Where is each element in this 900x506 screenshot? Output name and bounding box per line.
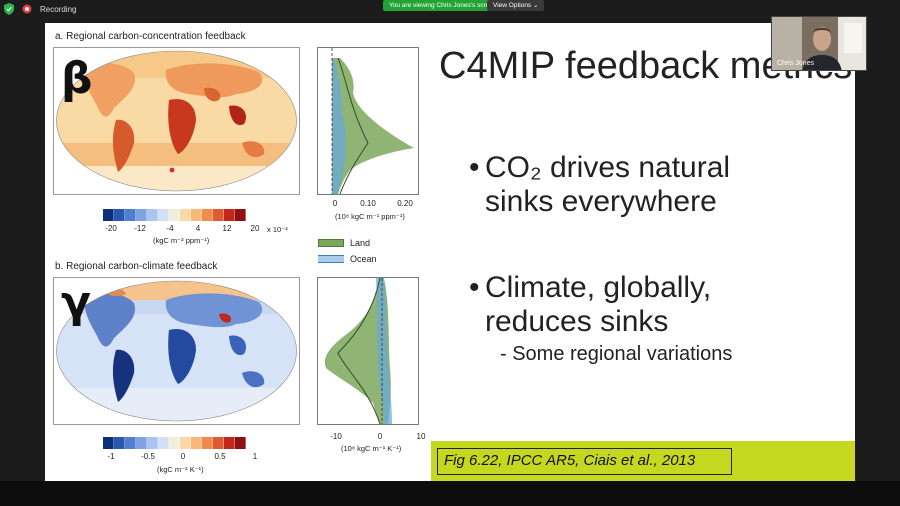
bullet-2: • Climate, globally, reduces sinks bbox=[469, 271, 712, 338]
meeting-bottom-bar bbox=[0, 481, 900, 506]
shared-slide: a. Regional carbon-concentration feedbac… bbox=[45, 23, 855, 481]
legend-land-label: Land bbox=[350, 238, 371, 248]
colorbar-b-tick: -0.5 bbox=[141, 452, 155, 461]
panel-b-title: b. Regional carbon-climate feedback bbox=[55, 261, 218, 272]
colorbar-a-multiplier: x 10⁻³ bbox=[267, 225, 288, 234]
profile-a-units: (10⁸ kgC m⁻¹ ppm⁻¹) bbox=[335, 212, 405, 221]
figure-citation: Fig 6.22, IPCC AR5, Ciais et al., 2013 bbox=[437, 448, 732, 475]
bullet-2-line-2: reduces sinks bbox=[485, 305, 669, 338]
colorbar-b-tick: 1 bbox=[252, 452, 258, 461]
recording-icon bbox=[22, 4, 32, 14]
land-swatch bbox=[318, 239, 344, 247]
profile-a-tick-0: 0 bbox=[332, 199, 338, 208]
gamma-map-image bbox=[56, 280, 297, 422]
panel-a-title: a. Regional carbon-concentration feedbac… bbox=[55, 31, 246, 42]
viewing-banner: You are viewing Chris Jones's screen bbox=[383, 0, 503, 11]
participant-name: Chris Jones bbox=[777, 60, 814, 67]
ocean-swatch bbox=[318, 255, 344, 263]
cursor-marker bbox=[169, 167, 175, 173]
bullet-1-line-1: CO₂ drives natural bbox=[485, 151, 731, 184]
beta-map bbox=[53, 47, 300, 195]
profile-b-tick-0: -10 bbox=[330, 432, 342, 441]
colorbar-a-tick: -20 bbox=[105, 224, 117, 233]
view-options-button[interactable]: View Options ⌄ bbox=[487, 0, 545, 11]
view-options-label: View Options bbox=[493, 2, 532, 9]
shield-icon bbox=[4, 3, 14, 15]
beta-map-image bbox=[56, 50, 297, 192]
participant-video[interactable]: Chris Jones bbox=[771, 16, 867, 71]
profile-b-units: (10⁸ kgC m⁻¹ K⁻¹) bbox=[341, 444, 402, 453]
profile-b-tick-1: 0 bbox=[377, 432, 383, 441]
legend-land: Land bbox=[318, 238, 370, 248]
colorbar-a-tick: 12 bbox=[222, 224, 232, 233]
beta-colorbar bbox=[103, 209, 246, 221]
profile-a-tick-2: 0.20 bbox=[397, 199, 413, 208]
recording-indicator: Recording bbox=[4, 3, 76, 15]
colorbar-b-tick: -1 bbox=[107, 452, 115, 461]
colorbar-a-tick: 4 bbox=[195, 224, 201, 233]
profile-b-tick-2: 10 bbox=[416, 432, 426, 441]
meeting-top-bar: Recording You are viewing Chris Jones's … bbox=[0, 0, 900, 22]
beta-zonal-profile bbox=[317, 47, 419, 195]
colorbar-b-tick: 0 bbox=[180, 452, 186, 461]
gamma-map bbox=[53, 277, 300, 425]
colorbar-b-units: (kgC m⁻² K⁻¹) bbox=[157, 465, 204, 474]
gamma-symbol: γ bbox=[61, 277, 91, 328]
gamma-colorbar bbox=[103, 437, 246, 449]
recording-label: Recording bbox=[40, 4, 77, 14]
bullet-1-line-2: sinks everywhere bbox=[485, 185, 717, 218]
colorbar-a-tick: -4 bbox=[166, 224, 174, 233]
gamma-zonal-profile bbox=[317, 277, 419, 425]
colorbar-a-tick: 20 bbox=[250, 224, 260, 233]
bullet-2-line-1: Climate, globally, bbox=[485, 271, 712, 304]
legend-ocean: Ocean bbox=[318, 254, 377, 264]
beta-symbol: β bbox=[61, 53, 93, 104]
chevron-down-icon: ⌄ bbox=[533, 2, 539, 9]
legend-ocean-label: Ocean bbox=[350, 254, 377, 264]
profile-a-tick-1: 0.10 bbox=[360, 199, 376, 208]
participant-video-feed bbox=[772, 17, 866, 70]
bullet-1: • CO₂ drives natural sinks everywhere bbox=[469, 151, 731, 218]
colorbar-a-tick: -12 bbox=[134, 224, 146, 233]
sub-bullet: - Some regional variations bbox=[500, 343, 733, 365]
colorbar-a-units: (kgC m⁻² ppm⁻¹) bbox=[153, 236, 210, 245]
colorbar-b-tick: 0.5 bbox=[214, 452, 226, 461]
